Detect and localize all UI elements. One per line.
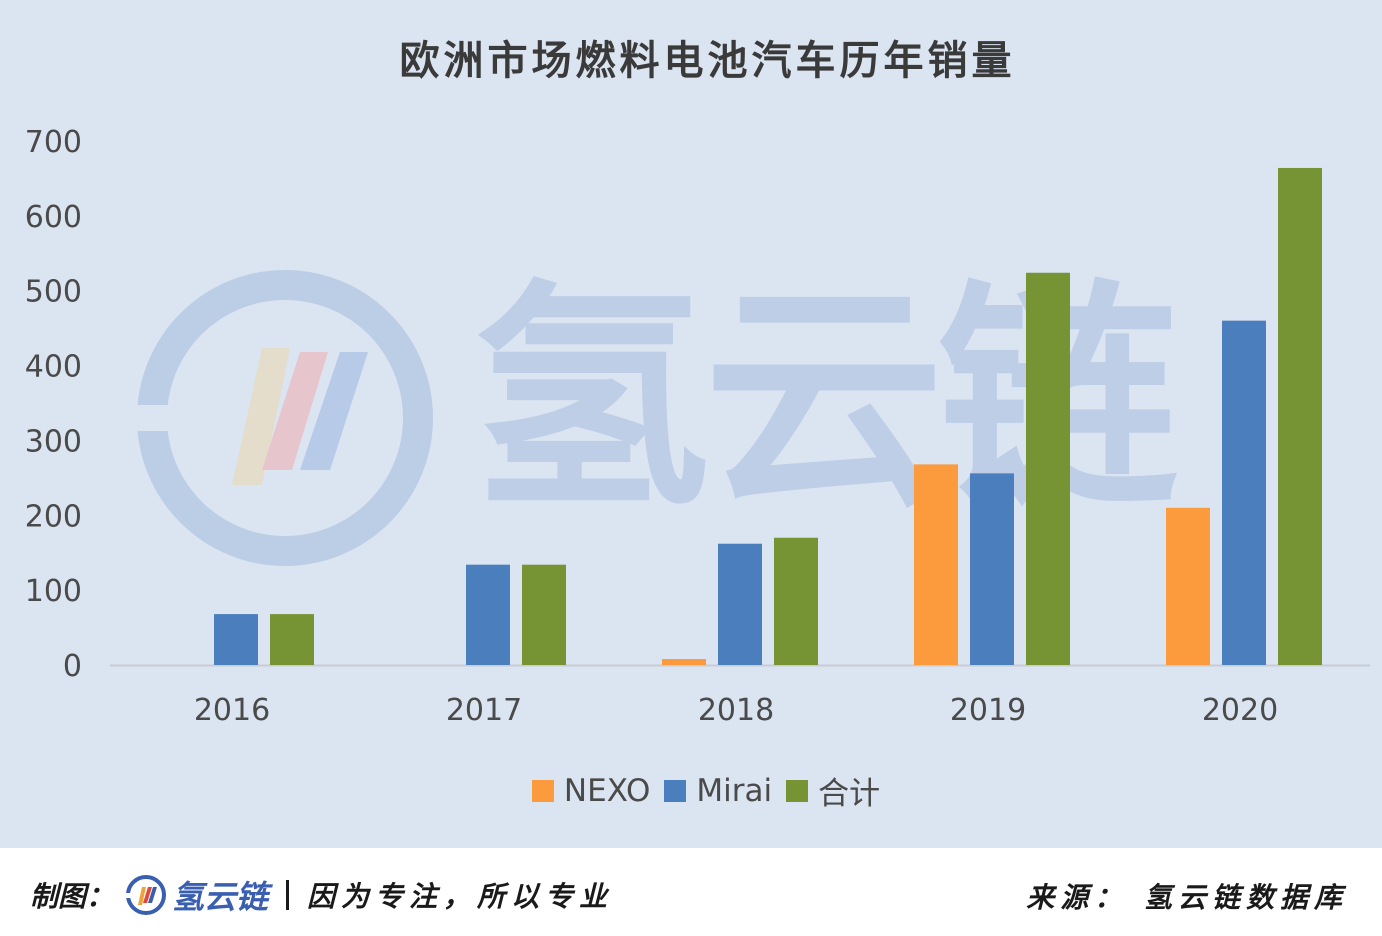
y-tick-label: 400 [25,350,82,385]
bar-mirai-2018 [718,543,762,665]
chart-title: 欧洲市场燃料电池汽车历年销量 [399,37,1016,84]
bar-nexo-2020 [1166,507,1210,665]
footer-source: 来源： 氢云链数据库 [1026,881,1348,914]
legend-item-mirai: Mirai [664,773,772,809]
hydrogen-cloud-chain-logo-icon [126,875,167,915]
x-tick-label: 2019 [950,693,1026,728]
footer-credit: 制图： 氢云链 因为专注，所以专业 [30,872,613,918]
x-tick-label: 2016 [194,693,270,728]
x-tick-label: 2017 [446,693,522,728]
footer-slogan: 因为专注，所以专业 [307,880,614,913]
bar-nexo-2018 [662,659,706,665]
bar-mirai-2017 [466,564,510,665]
legend-label-nexo: NEXO [563,772,651,809]
y-tick-label: 300 [25,424,82,459]
legend-label-mirai: Mirai [696,772,773,809]
legend-swatch-total [786,779,809,802]
y-tick-label: 500 [25,275,82,310]
bar-chart: 0 100 200 300 400 500 600 700 2016 2017 2018 2019 20… [25,125,1370,728]
footer-brand: 氢云链 [124,872,268,918]
x-tick-label: 2020 [1202,693,1278,728]
chart-area: 氢云链 欧洲市场燃料电池汽车历年销量 0 100 200 300 400 500 600 70… [0,37,1382,813]
bar-total-2016 [270,614,314,665]
legend-label-total: 合计 [818,776,881,812]
x-tick-label: 2018 [698,693,774,728]
y-tick-label: 0 [63,649,82,684]
y-tick-label: 100 [25,574,82,609]
bar-total-2020 [1278,167,1322,665]
y-tick-label: 700 [25,125,82,160]
legend-item-nexo: NEXO [531,772,651,809]
bar-mirai-2019 [970,473,1014,665]
y-tick-label: 600 [25,200,82,235]
bar-total-2017 [522,564,566,665]
bar-mirai-2016 [214,614,258,665]
footer-brand-name: 氢云链 [172,878,269,916]
bar-mirai-2020 [1222,320,1266,665]
bar-total-2019 [1026,272,1070,665]
y-tick-label: 200 [25,499,82,534]
footer-divider [286,880,290,910]
bar-nexo-2019 [914,464,958,665]
legend-swatch-mirai [664,779,687,802]
legend: NEXO Mirai 合计 [0,768,1382,813]
legend-item-total: 合计 [786,768,880,813]
legend-swatch-nexo [531,779,554,802]
bar-total-2018 [774,537,818,665]
made-by-label: 制图： [30,880,115,913]
footer: 制图： 氢云链 因为专注，所以专业 来源： 氢云链数据库 [0,848,1382,936]
